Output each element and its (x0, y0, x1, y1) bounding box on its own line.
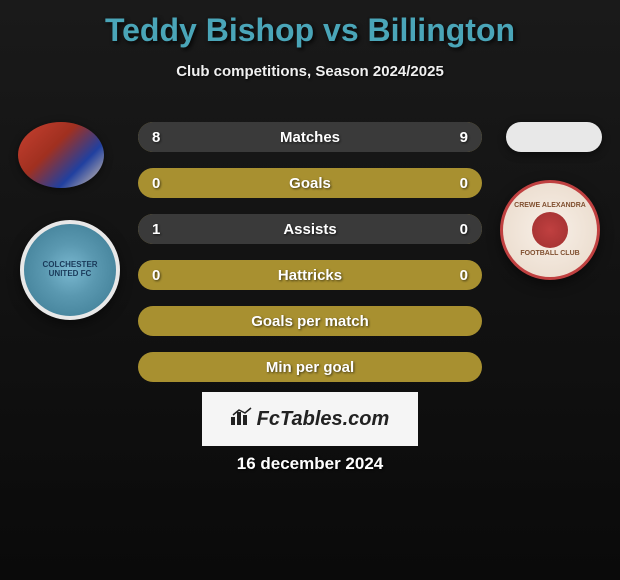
stat-left-value: 8 (152, 129, 160, 146)
fctables-watermark: FcTables.com (202, 392, 418, 446)
stat-right-value: 0 (460, 175, 468, 192)
stat-left-value: 0 (152, 267, 160, 284)
stat-row: 1 Assists 0 (138, 214, 482, 244)
player-left-avatar (18, 122, 104, 188)
fctables-icon (231, 407, 253, 431)
stat-row: Min per goal (138, 352, 482, 382)
stat-label: Assists (283, 221, 336, 238)
stat-row: 0 Hattricks 0 (138, 260, 482, 290)
stat-label: Matches (280, 129, 340, 146)
stat-label: Min per goal (266, 359, 354, 376)
stat-right-value: 0 (460, 221, 468, 238)
club-left-label: COLCHESTER UNITED FC (24, 255, 116, 285)
stats-container: 8 Matches 9 0 Goals 0 1 Assists 0 0 Hattricks 0 Goal… (138, 122, 482, 398)
club-right-label-top: CREWE ALEXANDRA (514, 202, 586, 210)
fctables-label: FcTables.com (257, 408, 390, 431)
stat-right-value: 0 (460, 267, 468, 284)
stat-row: Goals per match (138, 306, 482, 336)
stat-left-value: 0 (152, 175, 160, 192)
stat-right-value: 9 (460, 129, 468, 146)
club-right-lion-icon (532, 212, 568, 248)
stat-row: 8 Matches 9 (138, 122, 482, 152)
club-right-label: CREWE ALEXANDRA FOOTBALL CLUB (510, 198, 590, 261)
stat-label: Goals (289, 175, 331, 192)
subtitle: Club competitions, Season 2024/2025 (0, 63, 620, 80)
stat-label: Hattricks (278, 267, 342, 284)
stat-label: Goals per match (251, 313, 369, 330)
date-footer: 16 december 2024 (237, 454, 384, 474)
player-right-avatar (506, 122, 602, 152)
club-right-badge: CREWE ALEXANDRA FOOTBALL CLUB (500, 180, 600, 280)
stat-left-value: 1 (152, 221, 160, 238)
page-title: Teddy Bishop vs Billington (0, 0, 620, 49)
stat-row: 0 Goals 0 (138, 168, 482, 198)
club-right-label-bottom: FOOTBALL CLUB (514, 250, 586, 258)
club-left-badge: COLCHESTER UNITED FC (20, 220, 120, 320)
stat-fill-left (138, 122, 300, 152)
